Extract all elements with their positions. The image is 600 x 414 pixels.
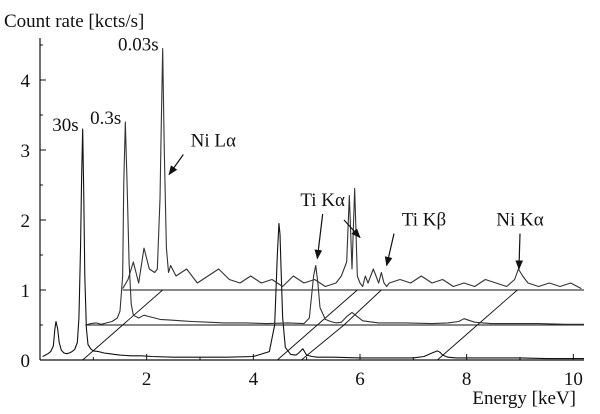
- axes: [39, 38, 584, 361]
- connector-lines: [82, 289, 518, 361]
- series-label: 30s: [52, 115, 78, 136]
- peak-annotation-label: Ni Kα: [496, 210, 543, 231]
- series-group: 30s 0.3s 0.03s: [42, 35, 584, 360]
- baselines: [85, 289, 584, 326]
- series-line: [42, 128, 584, 360]
- energy-connector-line: [82, 324, 123, 361]
- series-label: 0.03s: [118, 35, 159, 56]
- peak-annotation-label: Ni Lα: [191, 131, 236, 152]
- peak-annotation-arrow: [168, 154, 184, 176]
- y-tick-label: 2: [21, 211, 31, 232]
- energy-connector-line: [437, 324, 478, 361]
- series-label: 0.3s: [90, 108, 121, 129]
- energy-connector-line: [122, 289, 163, 326]
- y-tick-label: 0: [21, 351, 31, 372]
- x-tick-label: 10: [564, 369, 583, 390]
- y-tick-label: 3: [21, 141, 31, 162]
- x-tick-label: 8: [462, 369, 472, 390]
- peak-annotation-label: Ti Kβ: [402, 210, 446, 231]
- y-tick-label: 4: [21, 71, 31, 92]
- series-line: [85, 121, 584, 326]
- energy-connector-line: [343, 289, 382, 326]
- series-line: [122, 47, 582, 290]
- peak-annotation-arrow: [515, 233, 524, 270]
- energy-connector-line: [277, 324, 318, 361]
- y-tick-label: 1: [21, 281, 31, 302]
- x-tick-label: 6: [355, 369, 365, 390]
- x-tick-label: 2: [142, 369, 152, 390]
- annotations: Ni Lα Ti Kα Ti Kβ Ni Kα: [168, 131, 544, 270]
- energy-connector-line: [317, 289, 358, 326]
- x-axis-label: Energy [keV]: [472, 388, 576, 409]
- peak-annotation-arrow: [314, 213, 324, 260]
- peak-annotation-arrow: [384, 233, 395, 267]
- x-tick-label: 4: [249, 369, 259, 390]
- ticks: 2 4 6 8 10 0 1 2 3 4: [21, 44, 583, 390]
- energy-connector-line: [477, 289, 518, 326]
- y-axis-label: Count rate [kcts/s]: [4, 11, 144, 32]
- peak-annotation-label: Ti Kα: [300, 190, 345, 211]
- energy-connector-line: [301, 324, 345, 361]
- peak-annotation-arrow: [343, 219, 361, 239]
